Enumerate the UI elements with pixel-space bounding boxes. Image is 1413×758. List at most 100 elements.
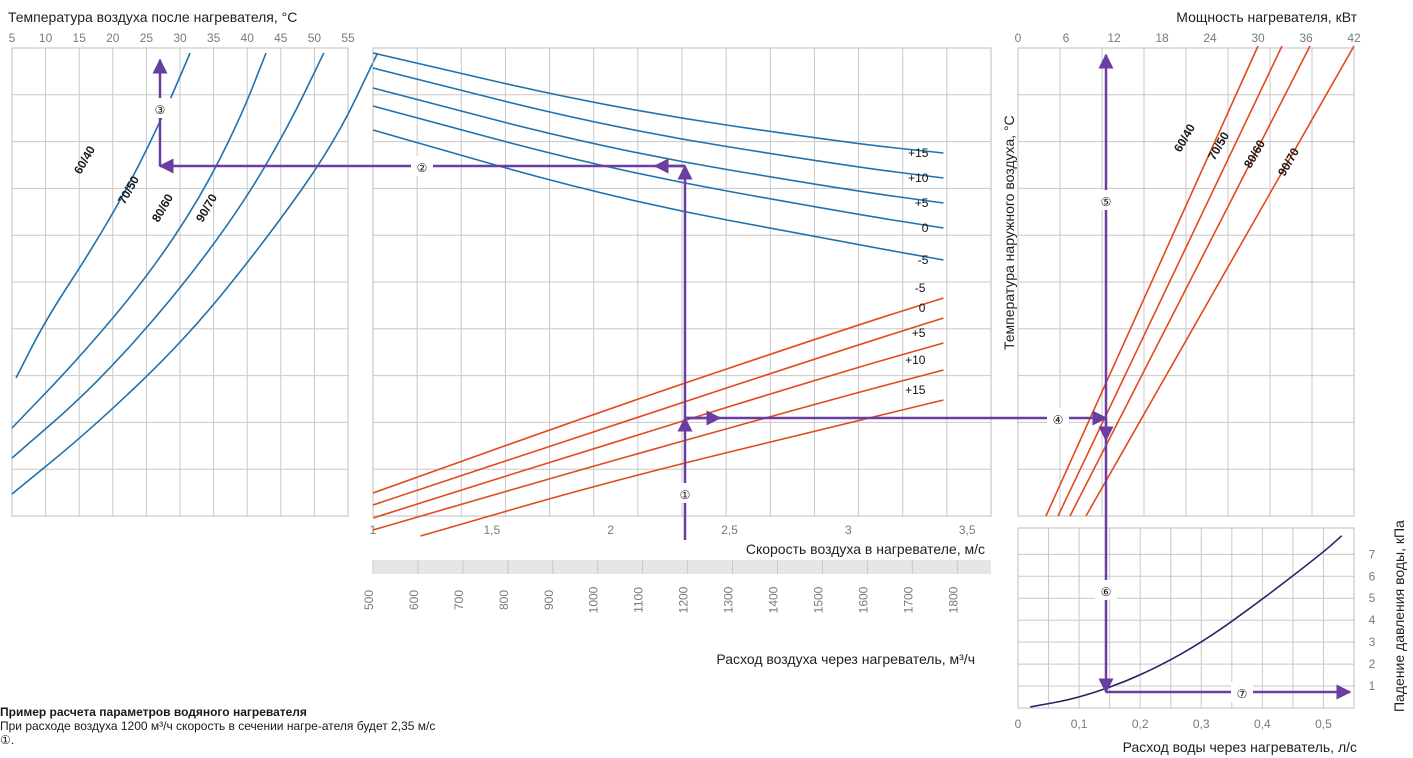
right-x-tick: 30 xyxy=(1251,31,1265,45)
middle-frame xyxy=(372,47,992,517)
middle-x-tick: 2 xyxy=(607,523,614,537)
step-marker: ③ xyxy=(155,103,166,117)
flow-tick: 700 xyxy=(452,590,466,610)
left-x-tick: 20 xyxy=(106,31,120,45)
step-marker: ④ xyxy=(1053,413,1064,427)
pressure-series xyxy=(1030,535,1343,708)
left-chart: Температура воздуха после нагревателя, °… xyxy=(8,9,379,517)
left-grid xyxy=(12,48,348,516)
step-marker-bg xyxy=(1095,190,1117,210)
step-markers: ③ ① ② ④ ⑤ ⑥ ⑦ xyxy=(149,98,1253,702)
left-x-tick: 40 xyxy=(241,31,255,45)
left-x-tick: 30 xyxy=(173,31,187,45)
left-frame xyxy=(11,47,349,517)
pressure-grid xyxy=(1018,528,1354,708)
pressure-ticks: 0 0,1 0,2 0,3 0,4 0,5 1 2 3 4 5 6 7 xyxy=(1015,547,1376,731)
right-series-70/50 xyxy=(1057,45,1283,517)
red-series-label: +10 xyxy=(905,353,926,367)
pressure-frame xyxy=(1017,527,1355,709)
left-series-label: 60/40 xyxy=(71,143,98,176)
pressure-y-tick: 4 xyxy=(1369,613,1376,627)
red-series xyxy=(372,342,944,519)
right-title: Мощность нагревателя, кВт xyxy=(1176,9,1357,25)
right-series-90/70 xyxy=(1085,45,1355,517)
pressure-y-tick: 1 xyxy=(1369,679,1376,693)
step-marker: ① xyxy=(680,488,691,502)
middle-x-ticks: 1 1,5 2 2,5 3 3,5 xyxy=(370,523,976,537)
pressure-x-tick: 0,2 xyxy=(1132,717,1149,731)
pressure-chart: 0 0,1 0,2 0,3 0,4 0,5 1 2 3 4 5 6 7 Расход воды чере… xyxy=(1015,520,1407,755)
pressure-x-tick: 0,5 xyxy=(1315,717,1332,731)
right-series-label: 90/70 xyxy=(1275,145,1302,178)
flow-tick: 1700 xyxy=(901,586,915,613)
blue-series xyxy=(372,105,944,229)
flow-tick: 1000 xyxy=(587,586,601,613)
left-x-tick: 50 xyxy=(308,31,322,45)
flow-tick: 1300 xyxy=(722,586,736,613)
blue-series-label: +10 xyxy=(908,171,929,185)
step-marker-bg xyxy=(1231,682,1253,702)
blue-series xyxy=(372,87,944,204)
middle-x-tick: 1 xyxy=(370,523,377,537)
right-x-tick: 42 xyxy=(1347,31,1361,45)
middle-x-tick: 3,5 xyxy=(959,523,976,537)
pressure-y-tick: 3 xyxy=(1369,635,1376,649)
step-marker: ② xyxy=(417,161,428,175)
pressure-y-tick: 6 xyxy=(1369,569,1376,583)
middle-series: +15 +10 +5 0 -5 -5 0 +5 +10 +15 xyxy=(372,52,944,537)
left-series-label: 70/50 xyxy=(115,173,142,206)
step-marker: ⑦ xyxy=(1237,687,1248,701)
red-series-label: +15 xyxy=(905,383,926,397)
right-x-tick: 12 xyxy=(1107,31,1121,45)
left-x-ticks: 5 10 15 20 25 30 35 40 45 50 55 xyxy=(9,31,355,45)
right-series-label: 60/40 xyxy=(1171,121,1198,154)
left-x-tick: 10 xyxy=(39,31,53,45)
left-series-label: 80/60 xyxy=(149,191,176,224)
left-title: Температура воздуха после нагревателя, °… xyxy=(8,9,297,25)
pressure-y-tick: 2 xyxy=(1369,657,1376,671)
right-ylabel: Температура наружного воздуха, °C xyxy=(1001,115,1017,350)
right-x-tick: 6 xyxy=(1063,31,1070,45)
pressure-xlabel: Расход воды через нагреватель, л/с xyxy=(1123,739,1357,755)
flow-band xyxy=(373,560,991,574)
flow-tick: 1200 xyxy=(677,586,691,613)
left-x-tick: 55 xyxy=(341,31,355,45)
blue-series-label: +5 xyxy=(915,196,929,210)
note-text: При расходе воздуха 1200 м³/ч скорость в… xyxy=(0,719,436,747)
blue-series xyxy=(372,67,944,179)
step-marker-bg xyxy=(674,483,696,503)
left-series-80/60 xyxy=(11,52,325,459)
right-x-tick: 0 xyxy=(1015,31,1022,45)
step-marker-bg xyxy=(1047,408,1069,428)
step-marker-bg xyxy=(1095,580,1117,600)
left-x-tick: 15 xyxy=(73,31,87,45)
red-series xyxy=(372,297,944,494)
middle-x-tick: 1,5 xyxy=(484,523,501,537)
middle-chart: +15 +10 +5 0 -5 -5 0 +5 +10 +15 1 1,5 2 2,5 3 3,5 Скор… xyxy=(362,47,992,667)
left-x-tick: 35 xyxy=(207,31,221,45)
left-series-70/50 xyxy=(11,52,267,429)
right-series-60/40 xyxy=(1045,45,1259,517)
pressure-x-tick: 0,3 xyxy=(1193,717,1210,731)
red-series xyxy=(420,399,944,537)
red-series-label: +5 xyxy=(912,326,926,340)
left-series: 60/40 70/50 80/60 90/70 xyxy=(11,52,379,495)
middle-x-tick: 2,5 xyxy=(721,523,738,537)
blue-series-label: +15 xyxy=(908,146,929,160)
right-x-tick: 24 xyxy=(1203,31,1217,45)
right-series-label: 80/60 xyxy=(1241,137,1268,170)
red-series xyxy=(372,369,944,531)
step-marker: ⑤ xyxy=(1101,195,1112,209)
blue-series xyxy=(372,129,944,261)
pressure-curve xyxy=(1030,535,1343,708)
pressure-y-tick: 5 xyxy=(1369,591,1376,605)
blue-series-label: 0 xyxy=(922,221,929,235)
right-grid xyxy=(1018,48,1354,516)
pressure-x-tick: 0 xyxy=(1015,717,1022,731)
left-x-tick: 45 xyxy=(274,31,288,45)
example-note: Пример расчета параметров водяного нагре… xyxy=(0,705,440,747)
flow-tick: 1600 xyxy=(856,586,870,613)
red-series-label: 0 xyxy=(919,301,926,315)
flow-ticks: 500 600 700 800 900 1000 1100 1200 1300 1400 1500 1… xyxy=(362,560,960,613)
